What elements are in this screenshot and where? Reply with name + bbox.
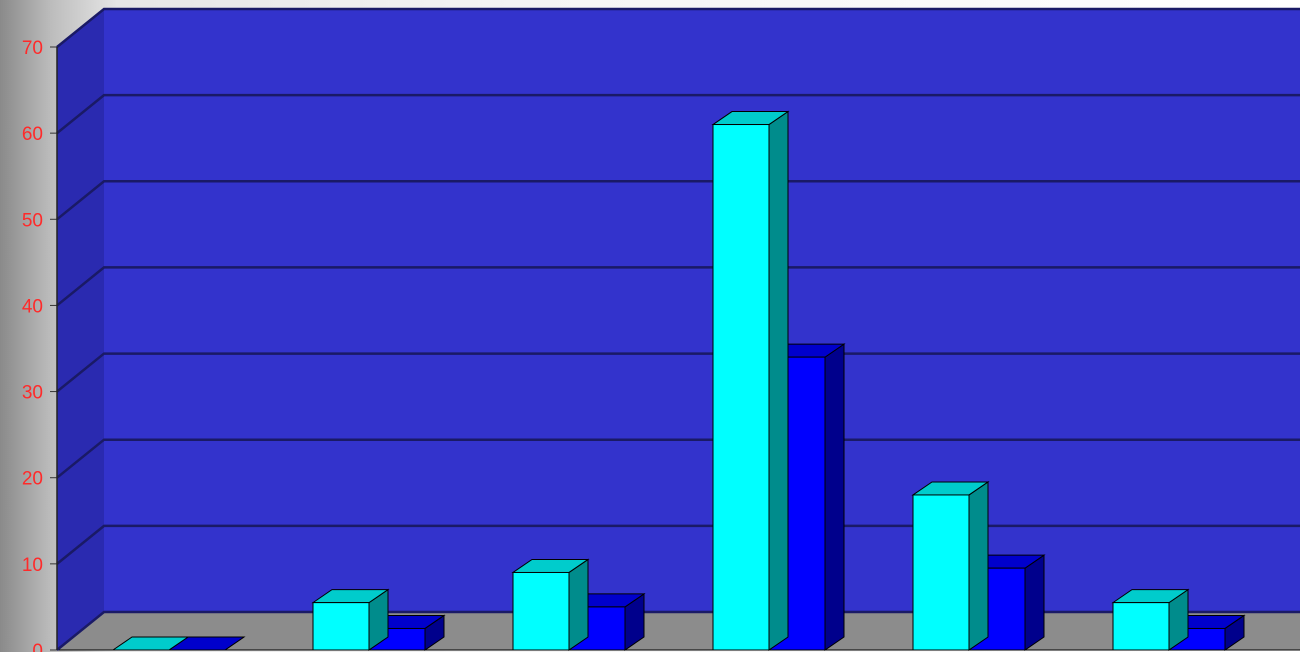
bar-top bbox=[111, 636, 190, 651]
bar-side bbox=[824, 343, 845, 651]
gridline bbox=[56, 180, 1300, 221]
bar bbox=[512, 571, 570, 651]
bar-side bbox=[768, 110, 789, 651]
back-wall bbox=[104, 9, 1300, 612]
y-tick-label: 40 bbox=[22, 296, 43, 317]
bar bbox=[712, 124, 770, 651]
bar-side bbox=[1024, 554, 1045, 651]
bar bbox=[312, 602, 370, 651]
y-tick-label: 50 bbox=[22, 210, 43, 231]
y-tick-label: 10 bbox=[22, 555, 43, 576]
y-tick-label: 70 bbox=[22, 38, 43, 59]
gridline bbox=[56, 352, 1300, 393]
bar bbox=[1112, 602, 1170, 651]
y-tick-label: 30 bbox=[22, 383, 43, 404]
side-wall bbox=[57, 9, 104, 650]
bar bbox=[912, 494, 970, 651]
y-tick-label: 0 bbox=[32, 641, 43, 652]
gridline bbox=[56, 7, 1300, 48]
y-tick-label: 60 bbox=[22, 124, 43, 145]
gridline bbox=[56, 438, 1300, 479]
bar-side bbox=[568, 558, 589, 651]
gridline bbox=[56, 93, 1300, 135]
y-tick-label: 20 bbox=[22, 469, 43, 490]
gridline bbox=[56, 266, 1300, 307]
bar-side bbox=[968, 480, 989, 651]
